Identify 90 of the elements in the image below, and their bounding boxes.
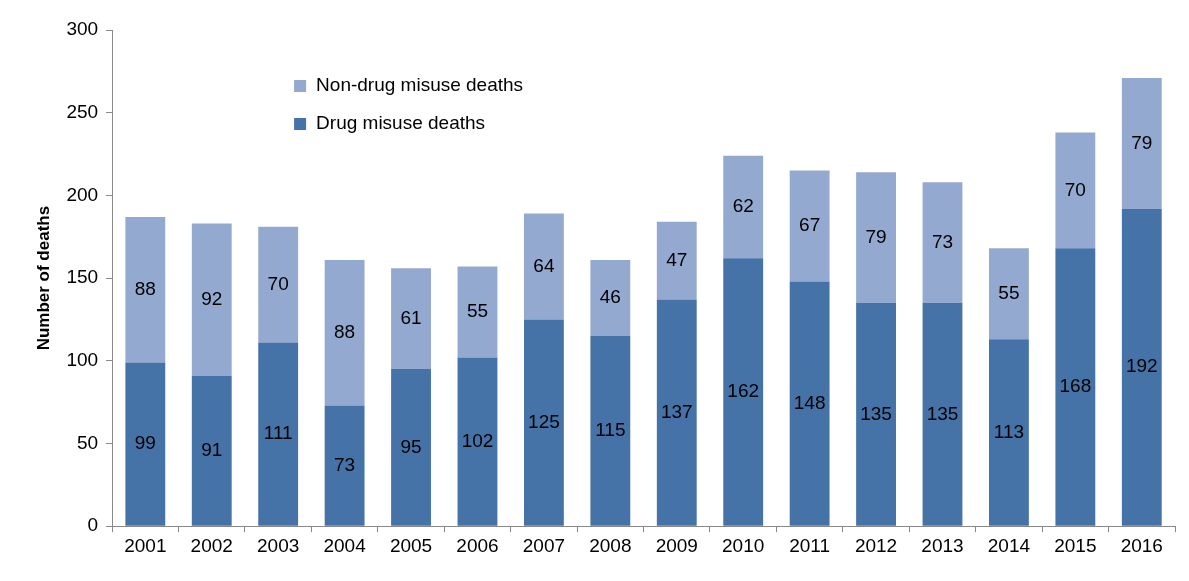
bar — [856, 302, 896, 526]
x-tick-label: 2015 — [1054, 534, 1097, 556]
x-tick-label: 2003 — [257, 534, 300, 556]
bar — [191, 375, 232, 526]
bar — [324, 259, 365, 406]
bar — [590, 335, 631, 526]
bar — [988, 248, 1029, 340]
y-tick-label: 0 — [87, 514, 99, 536]
legend-label: Non-drug misuse deaths — [316, 74, 524, 96]
data-label: 62 — [732, 195, 754, 217]
bar — [391, 268, 431, 370]
bar — [1121, 77, 1162, 209]
bar — [723, 258, 764, 526]
x-tick-label: 2002 — [190, 534, 233, 556]
data-label: 148 — [793, 391, 826, 413]
data-label: 73 — [931, 230, 954, 252]
bar — [856, 172, 896, 303]
y-tick-label: 250 — [66, 100, 99, 122]
bar — [723, 155, 764, 259]
data-label: 70 — [267, 272, 289, 294]
bar — [125, 216, 166, 363]
y-tick-label: 100 — [66, 349, 99, 371]
bar — [789, 170, 830, 282]
bar — [1121, 208, 1162, 526]
data-label: 135 — [926, 402, 959, 424]
y-tick-label: 150 — [66, 266, 99, 288]
data-label: 95 — [400, 435, 422, 457]
data-label: 137 — [660, 400, 693, 422]
data-label: 162 — [727, 380, 760, 402]
bar — [988, 339, 1029, 526]
y-tick-label: 300 — [66, 18, 99, 40]
bar — [324, 405, 365, 526]
data-label: 79 — [1131, 131, 1153, 153]
data-label: 88 — [334, 320, 356, 342]
y-tick-label: 50 — [76, 431, 99, 453]
x-tick-label: 2013 — [921, 534, 964, 556]
data-label: 92 — [201, 287, 223, 309]
bar — [258, 226, 299, 343]
bar — [1055, 248, 1096, 526]
data-label: 64 — [533, 254, 555, 276]
data-label: 73 — [334, 453, 356, 475]
data-label: 88 — [134, 277, 156, 299]
x-tick-label: 2007 — [522, 534, 566, 556]
bar — [523, 213, 564, 320]
x-tick-label: 2008 — [589, 534, 632, 556]
bar — [191, 223, 232, 376]
data-label: 55 — [466, 300, 489, 322]
legend-label: Drug misuse deaths — [316, 112, 486, 134]
data-label: 102 — [461, 429, 494, 451]
data-label: 46 — [599, 286, 621, 308]
bar — [590, 259, 631, 336]
data-label: 115 — [595, 419, 626, 441]
x-tick-label: 2014 — [987, 534, 1031, 556]
bar — [523, 319, 564, 526]
bar — [656, 299, 697, 526]
bar — [125, 362, 166, 526]
x-tick-label: 2010 — [722, 534, 765, 556]
x-tick-label: 2009 — [655, 534, 698, 556]
x-tick-label: 2011 — [789, 534, 831, 556]
data-label: 125 — [528, 410, 560, 432]
bar — [656, 221, 697, 300]
data-label: 111 — [263, 422, 293, 444]
data-label: 192 — [1125, 355, 1158, 377]
y-axis-title: Number of deaths — [33, 205, 53, 351]
x-tick-label: 2006 — [456, 534, 499, 556]
bar — [258, 342, 299, 526]
data-label: 79 — [865, 225, 887, 247]
data-label: 55 — [998, 282, 1020, 304]
data-label: 135 — [860, 402, 892, 424]
bar — [922, 302, 963, 526]
data-label: 61 — [400, 306, 422, 328]
data-label: 168 — [1059, 375, 1092, 397]
x-tick-label: 2012 — [854, 534, 898, 556]
data-label: 67 — [799, 214, 821, 236]
data-label: 70 — [1064, 178, 1086, 200]
bar — [457, 357, 498, 526]
x-tick-label: 2001 — [124, 534, 167, 556]
data-label: 113 — [993, 420, 1025, 442]
x-tick-label: 2004 — [323, 534, 367, 556]
y-tick-label: 200 — [66, 183, 99, 205]
data-label: 99 — [134, 432, 156, 454]
data-label: 47 — [666, 248, 688, 270]
x-tick-label: 2016 — [1120, 534, 1163, 556]
bar — [922, 182, 963, 303]
bar — [457, 266, 498, 358]
bar — [391, 369, 431, 526]
bar — [789, 281, 830, 526]
bar — [1055, 132, 1096, 249]
data-label: 91 — [201, 438, 223, 460]
x-tick-label: 2005 — [389, 534, 433, 556]
